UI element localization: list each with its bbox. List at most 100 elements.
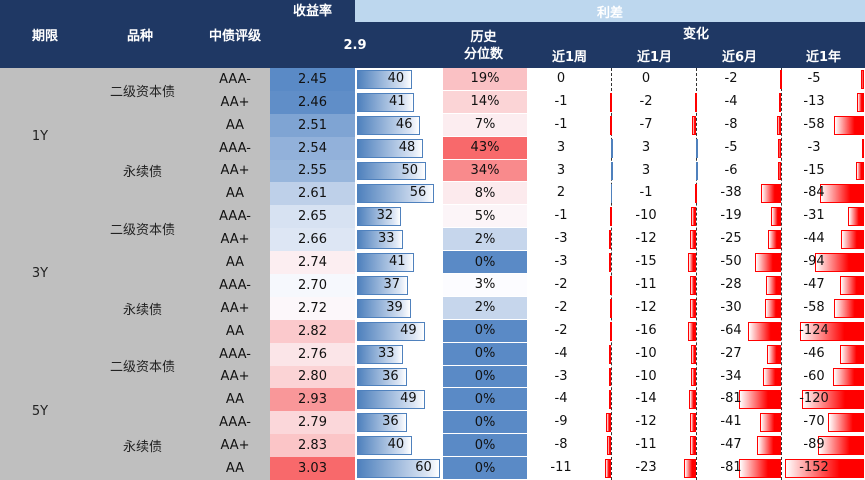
change-value-m: -10: [635, 208, 657, 224]
negative-change-bar: [763, 367, 781, 387]
change-value-w: -3: [554, 368, 568, 384]
negative-change-bar: [761, 184, 781, 204]
change-value-w: 2: [556, 185, 566, 201]
rating-label: AAA-: [219, 277, 251, 293]
positive-change-bar: [611, 138, 613, 158]
yield-cell: 2.79: [270, 411, 355, 435]
change-value-w: 3: [556, 162, 566, 178]
change-value-m: -11: [635, 437, 657, 453]
header-change-month: 近1月: [636, 49, 673, 65]
negative-change-bar: [687, 321, 696, 341]
header-row2-bg: [270, 22, 865, 68]
change-value-y: -58: [803, 299, 825, 315]
change-value-m6: -2: [724, 71, 738, 86]
change-value-m6: -47: [720, 437, 742, 453]
negative-change-bar: [605, 459, 611, 478]
change-value-y: -31: [803, 208, 825, 224]
yield-cell: 2.82: [270, 319, 355, 343]
negative-change-bar: [608, 344, 611, 364]
negative-change-bar: [766, 276, 781, 295]
negative-change-bar: [690, 207, 696, 227]
change-value-w: -3: [554, 231, 568, 247]
change-value-y: -60: [803, 368, 825, 384]
change-value-m: -12: [635, 231, 657, 247]
spread-value: 36: [382, 414, 399, 430]
percentile-cell: 2%: [443, 296, 527, 320]
negative-change-bar: [609, 253, 612, 272]
negative-change-bar: [689, 298, 696, 318]
header-spread-ref: 2.9: [343, 37, 367, 53]
tenor-label: 5Y: [31, 403, 49, 419]
negative-change-bar: [692, 115, 696, 135]
header-percentile: 历史 分位数: [463, 30, 503, 62]
negative-change-bar: [801, 390, 864, 410]
negative-change-bar: [747, 321, 781, 341]
change-value-m: -11: [635, 277, 657, 292]
percentile-cell: 43%: [443, 136, 527, 160]
change-value-w: -4: [554, 345, 568, 361]
rating-label: AA+: [220, 369, 250, 385]
negative-change-bar: [815, 253, 864, 272]
negative-change-bar: [756, 436, 781, 456]
change-axis-line: [611, 68, 612, 480]
change-value-m6: -27: [720, 345, 742, 361]
yield-cell: 2.61: [270, 182, 355, 206]
header-change-6month: 近6月: [721, 49, 758, 65]
rating-label: AAA-: [219, 71, 251, 87]
percentile-cell: 0%: [443, 457, 527, 480]
negative-change-bar: [856, 161, 864, 181]
spread-bar: [357, 92, 414, 112]
bond-type-label: 永续债: [122, 440, 162, 456]
percentile-cell: 0%: [443, 251, 527, 274]
bond-type-label: 永续债: [122, 165, 162, 181]
percentile-cell: 5%: [443, 205, 527, 229]
bond-type-label: 二级资本债: [109, 222, 175, 238]
change-value-m6: -81: [720, 460, 742, 476]
negative-change-bar: [857, 92, 864, 112]
negative-change-bar: [684, 459, 696, 478]
yield-cell: 2.65: [270, 205, 355, 229]
rating-label: AA: [225, 461, 245, 477]
change-value-y: -94: [803, 254, 825, 270]
positive-change-bar: [611, 184, 613, 204]
spread-value: 40: [387, 71, 405, 86]
percentile-cell: 14%: [443, 90, 527, 114]
percentile-cell: 0%: [443, 411, 527, 435]
spread-value: 50: [401, 162, 418, 178]
percentile-cell: 2%: [443, 228, 527, 252]
negative-change-bar: [759, 413, 781, 433]
change-value-w: -2: [554, 299, 568, 315]
header-change-group: 变化: [682, 26, 709, 42]
negative-change-bar: [690, 436, 696, 456]
spread-bar: [357, 230, 403, 250]
change-value-m6: -8: [724, 116, 738, 132]
header-yield-group: 收益率: [270, 0, 355, 22]
negative-change-bar: [841, 230, 864, 250]
spread-value: 49: [400, 391, 417, 407]
change-value-y: -70: [803, 414, 825, 430]
bond-type-label: 二级资本债: [109, 360, 175, 376]
spread-value: 41: [389, 254, 406, 270]
positive-change-bar: [611, 161, 613, 181]
negative-change-bar: [738, 459, 781, 478]
change-value-m: -2: [639, 93, 653, 109]
spread-value: 32: [376, 208, 394, 224]
negative-change-bar: [609, 276, 612, 295]
rating-label: AA: [225, 186, 245, 202]
spread-value: 36: [382, 368, 399, 384]
rating-label: AA: [225, 392, 245, 408]
spread-bar: [357, 70, 413, 89]
change-value-w: -4: [554, 391, 568, 407]
spread-bar: [357, 436, 413, 456]
percentile-cell: 0%: [443, 319, 527, 343]
negative-change-bar: [833, 298, 864, 318]
spread-value: 46: [395, 116, 413, 132]
change-value-y: -44: [803, 231, 825, 247]
negative-change-bar: [690, 367, 696, 387]
change-value-m6: -64: [720, 322, 742, 338]
negative-change-bar: [765, 298, 781, 318]
rating-label: AA+: [220, 232, 250, 248]
yield-cell: 2.66: [270, 228, 355, 252]
spread-bar: [357, 207, 402, 227]
spread-group-label: 利差: [596, 5, 623, 21]
